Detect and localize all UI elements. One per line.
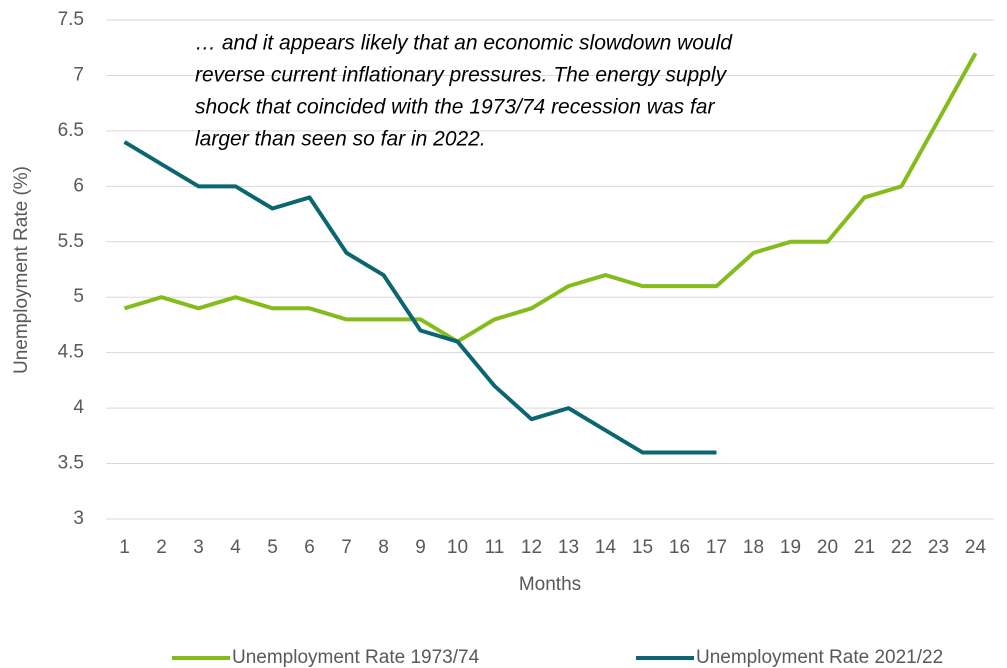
annotation: shock that coincided with the 1973/74 re… — [195, 96, 715, 119]
x-tick-label: 19 — [780, 537, 801, 558]
x-tick-label: 15 — [632, 537, 653, 558]
y-tick-label: 4 — [73, 397, 84, 418]
annotation: … and it appears likely that an economic… — [195, 32, 733, 55]
x-tick-label: 3 — [193, 537, 204, 558]
y-tick-label: 6 — [73, 175, 84, 196]
y-tick-label: 7.5 — [58, 9, 84, 30]
x-tick-label: 20 — [817, 537, 838, 558]
annotation: larger than seen so far in 2022. — [195, 128, 486, 151]
x-tick-label: 24 — [965, 537, 987, 558]
x-tick-label: 22 — [891, 537, 912, 558]
y-tick-label: 6.5 — [58, 120, 84, 141]
annotation: reverse current inflationary pressures. … — [195, 64, 728, 87]
y-tick-label: 5.5 — [58, 231, 84, 252]
x-tick-label: 6 — [304, 537, 315, 558]
x-tick-label: 16 — [669, 537, 690, 558]
x-tick-label: 18 — [743, 537, 764, 558]
x-tick-label: 10 — [447, 537, 468, 558]
legend-label: Unemployment Rate 1973/74 — [232, 647, 480, 668]
series-line — [123, 52, 978, 344]
x-tick-label: 12 — [521, 537, 542, 558]
x-tick-label: 4 — [230, 537, 241, 558]
x-tick-label: 23 — [928, 537, 949, 558]
legend-label: Unemployment Rate 2021/22 — [696, 647, 943, 668]
y-tick-label: 4.5 — [58, 342, 84, 363]
x-tick-label: 21 — [854, 537, 875, 558]
x-tick-label: 7 — [341, 537, 352, 558]
x-tick-label: 13 — [558, 537, 579, 558]
x-tick-label: 2 — [156, 537, 167, 558]
y-tick-label: 5 — [73, 286, 84, 307]
x-tick-label: 9 — [415, 537, 426, 558]
x-tick-label: 14 — [595, 537, 617, 558]
x-tick-label: 17 — [706, 537, 727, 558]
x-tick-label: 11 — [485, 537, 505, 558]
y-tick-label: 3 — [73, 508, 84, 529]
y-axis-title: Unemployment Rate (%) — [11, 166, 32, 374]
x-tick-label: 8 — [378, 537, 389, 558]
y-tick-label: 7 — [73, 64, 84, 85]
series-line — [123, 140, 717, 455]
x-tick-label: 5 — [267, 537, 278, 558]
x-axis-title: Months — [519, 574, 581, 595]
y-tick-label: 3.5 — [58, 453, 84, 474]
x-tick-label: 1 — [119, 537, 130, 558]
